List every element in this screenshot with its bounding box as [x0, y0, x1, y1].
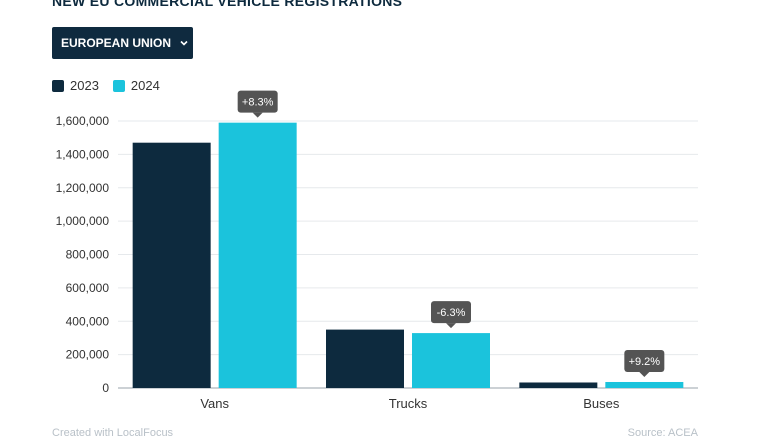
y-tick-label: 800,000 [66, 248, 110, 262]
y-tick-label: 600,000 [66, 281, 110, 295]
footer-source: Source: ACEA [627, 427, 698, 439]
legend-label-2024: 2024 [130, 78, 160, 93]
bar-buses-2024 [605, 381, 684, 388]
change-badge-pointer [639, 371, 650, 377]
legend-label-2023: 2023 [70, 78, 99, 93]
region-dropdown-label: EUROPEAN UNION [61, 36, 172, 50]
legend: 2023 2024 [52, 78, 174, 93]
legend-item-2024[interactable]: 2024 [112, 78, 160, 93]
y-tick-label: 200,000 [66, 348, 110, 362]
bar-trucks-2023 [326, 329, 404, 388]
y-tick-label: 1,000,000 [56, 214, 110, 228]
bar-vans-2024 [218, 122, 297, 388]
y-tick-label: 1,400,000 [56, 147, 110, 161]
change-badge [237, 90, 278, 113]
chevron-down-icon [180, 40, 188, 46]
y-tick-label: 1,200,000 [56, 181, 110, 195]
change-badge-pointer [252, 112, 263, 118]
bar-vans-2023 [132, 142, 211, 388]
legend-swatch-2023 [52, 79, 64, 92]
bar-trucks-2024 [412, 333, 490, 388]
bar-buses-2023 [519, 382, 598, 388]
change-badge-label: -6.3% [437, 307, 466, 319]
x-tick-label: Trucks [389, 396, 428, 411]
change-badge-pointer [446, 323, 456, 329]
chart-title: NEW EU COMMERCIAL VEHICLE REGISTRATIONS [52, 0, 403, 9]
x-tick-label: Buses [583, 396, 620, 411]
change-badge [431, 301, 471, 324]
footer-credit[interactable]: Created with LocalFocus [52, 427, 174, 439]
y-tick-label: 1,600,000 [56, 114, 110, 128]
y-tick-label: 400,000 [66, 314, 110, 328]
region-dropdown[interactable]: EUROPEAN UNION [52, 27, 193, 59]
legend-swatch-2024 [112, 79, 125, 92]
x-tick-label: Vans [200, 396, 229, 411]
change-badge-label: +9.2% [629, 356, 661, 368]
change-badge [624, 349, 665, 372]
legend-item-2023[interactable]: 2023 [52, 78, 99, 93]
change-badge-label: +8.3% [242, 97, 274, 109]
y-tick-label: 0 [102, 381, 109, 395]
